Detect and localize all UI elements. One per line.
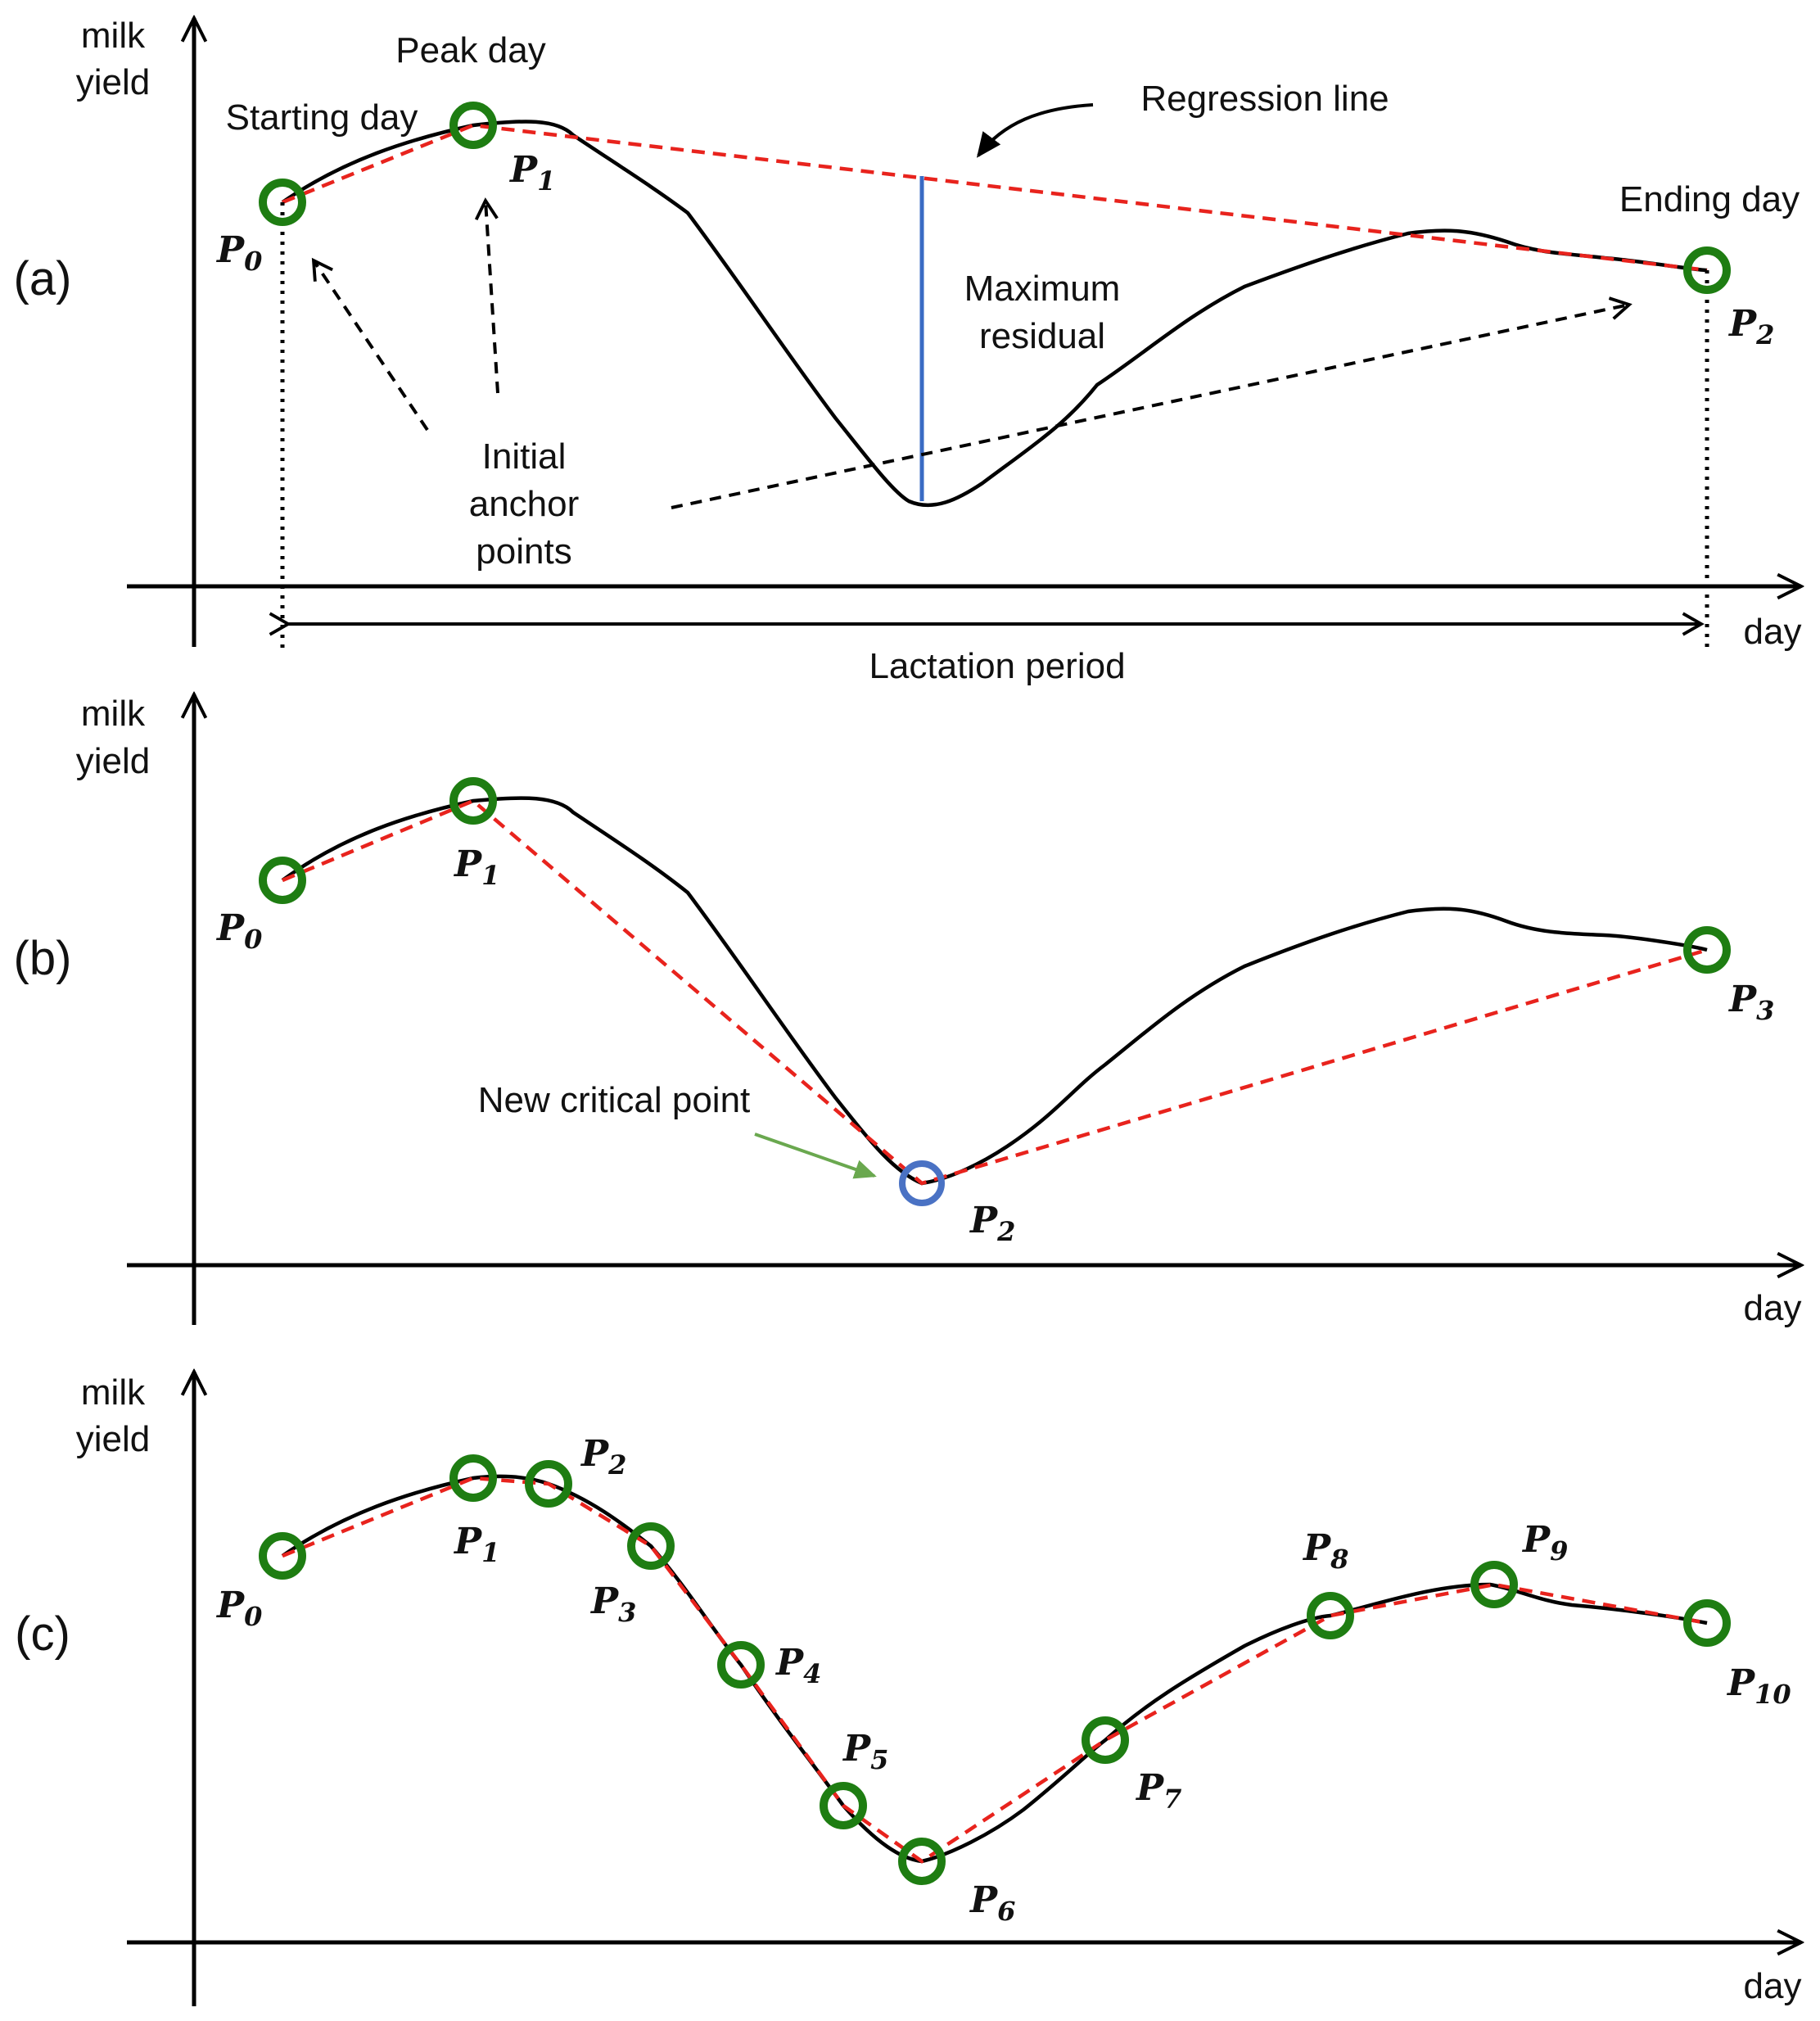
point-label: P2 xyxy=(969,1200,1015,1247)
point-label: P10 xyxy=(1726,1662,1791,1710)
panel-b: milk yield day (b) New critical point P0… xyxy=(14,694,1802,1328)
fit-line xyxy=(282,1476,1708,1864)
point-label: P1 xyxy=(453,843,499,891)
anchor-point xyxy=(1470,1561,1518,1608)
panel-c: milk yield day (c) P0 P1 P2 P3 P4 P5 P6 … xyxy=(15,1372,1801,2006)
anchor-point xyxy=(1082,1716,1129,1764)
x-axis-label: day xyxy=(1744,1288,1802,1328)
new-critical-point-arrow xyxy=(754,1133,877,1179)
panel-label: (a) xyxy=(14,252,72,305)
point-label: P3 xyxy=(1727,979,1774,1026)
point-label: P3 xyxy=(589,1580,636,1628)
panel-a: milk yield day (a) P0 P1 P2 Starting day… xyxy=(14,16,1802,686)
y-axis-label-line2: yield xyxy=(76,62,151,102)
anchor-point xyxy=(627,1522,675,1570)
anchor-point xyxy=(525,1460,572,1508)
new-critical-point xyxy=(899,1160,945,1206)
y-axis-label-line1: milk xyxy=(81,16,146,56)
anchor-point xyxy=(449,102,497,149)
initial-anchor-label-line3: points xyxy=(476,531,571,572)
initial-anchor-label-line2: anchor xyxy=(469,484,580,524)
point-label: P6 xyxy=(969,1879,1015,1927)
peak-day-label: Peak day xyxy=(395,30,545,70)
point-label: P1 xyxy=(453,1521,499,1568)
y-axis-label-line1: milk xyxy=(81,694,146,734)
point-label: P2 xyxy=(1727,303,1774,350)
anchor-point xyxy=(717,1641,765,1689)
y-axis-label-line1: milk xyxy=(81,1372,146,1413)
guide-arrow-p2 xyxy=(671,296,1633,509)
anchor-point xyxy=(1683,1599,1731,1647)
max-residual-label-line2: residual xyxy=(979,316,1105,356)
milk-curve xyxy=(281,796,1708,1186)
anchor-point xyxy=(820,1782,867,1829)
anchor-point xyxy=(449,777,497,825)
panel-label: (b) xyxy=(14,932,72,985)
anchor-point xyxy=(1307,1592,1354,1639)
regression-line-label: Regression line xyxy=(1140,79,1389,119)
lactation-period-label: Lactation period xyxy=(869,646,1125,686)
y-axis-label-line2: yield xyxy=(76,741,151,781)
new-critical-point-label: New critical point xyxy=(478,1080,751,1120)
anchor-point xyxy=(259,857,306,904)
fit-line xyxy=(282,798,1708,1186)
panel-label: (c) xyxy=(15,1607,70,1661)
anchor-point xyxy=(898,1838,946,1885)
point-label: P7 xyxy=(1135,1767,1181,1815)
y-axis-label-line2: yield xyxy=(76,1419,151,1459)
ending-day-label: Ending day xyxy=(1619,179,1800,219)
regression-pointer-arrow xyxy=(976,103,1094,158)
point-label: P1 xyxy=(508,149,555,197)
point-label: P9 xyxy=(1521,1519,1568,1567)
point-label: P4 xyxy=(775,1642,821,1689)
regression-line xyxy=(282,123,1708,273)
point-label: P0 xyxy=(215,907,262,955)
milk-curve xyxy=(281,120,1708,508)
point-label: P0 xyxy=(215,229,262,277)
starting-day-label: Starting day xyxy=(226,97,418,138)
anchor-point xyxy=(1683,246,1731,294)
x-axis-label: day xyxy=(1744,1966,1802,2006)
milk-curve xyxy=(281,1474,1708,1864)
guide-arrow-p0 xyxy=(311,257,429,432)
point-label: P0 xyxy=(215,1585,262,1632)
max-residual-label-line1: Maximum xyxy=(964,269,1121,309)
anchor-point xyxy=(259,179,306,226)
point-label: P8 xyxy=(1302,1527,1348,1575)
x-axis-label: day xyxy=(1744,612,1802,652)
anchor-point xyxy=(449,1454,497,1502)
point-label: P5 xyxy=(842,1728,888,1775)
anchor-point xyxy=(259,1532,306,1580)
point-label: P2 xyxy=(580,1433,626,1481)
anchor-point xyxy=(1683,926,1731,974)
initial-anchor-label-line1: Initial xyxy=(482,436,567,477)
guide-arrow-p1 xyxy=(474,197,499,394)
